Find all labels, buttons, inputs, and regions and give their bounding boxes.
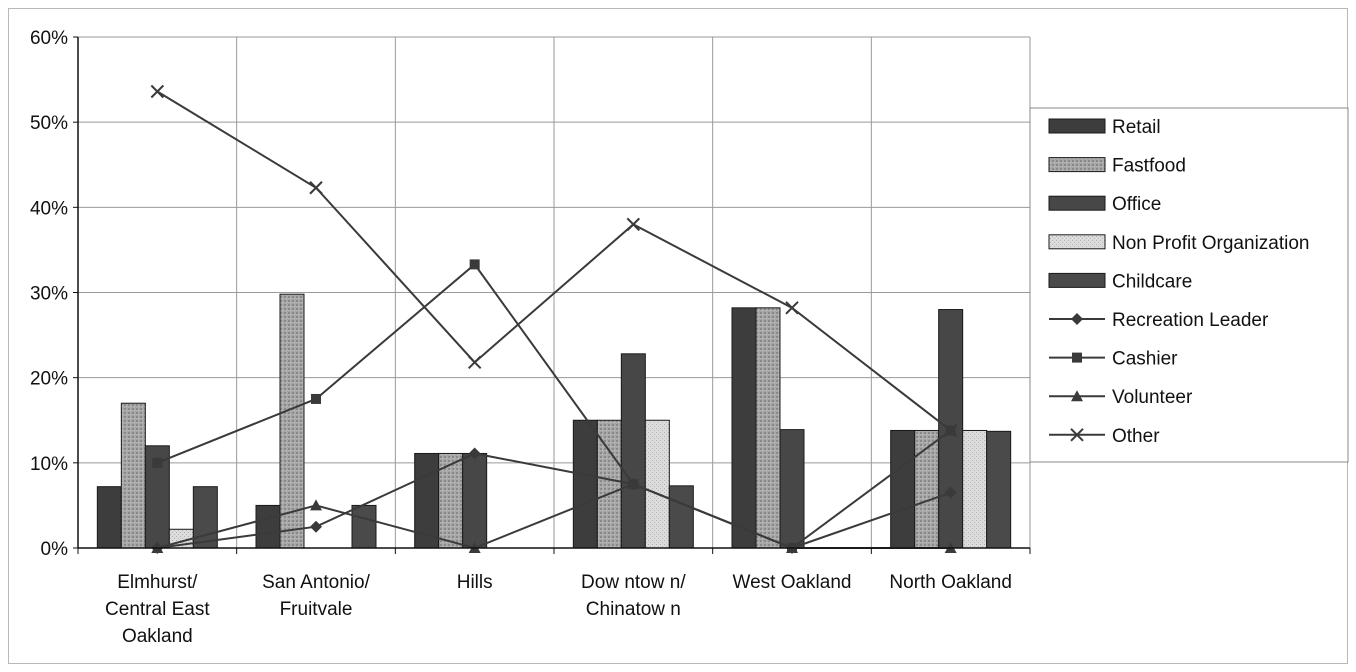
marker-x-stroke: [626, 217, 641, 232]
y-tick-label: 0%: [41, 539, 69, 560]
marker-triangle: [310, 499, 322, 511]
x-tick-label: San Antonio/Fruitvale: [262, 572, 370, 620]
series-line: [156, 262, 952, 550]
bar: [668, 485, 694, 549]
y-tick-label: 50%: [30, 113, 68, 134]
bar: [890, 429, 916, 549]
legend-label: Volunteer: [1112, 387, 1193, 408]
legend-label: Non Profit Organization: [1112, 233, 1310, 254]
y-tick-label: 20%: [30, 369, 68, 390]
marker-x-stroke: [150, 84, 165, 99]
legend-label: Recreation Leader: [1112, 310, 1269, 331]
bar: [351, 504, 377, 549]
y-tick-label: 10%: [30, 454, 68, 475]
bar: [120, 402, 146, 549]
legend-label: Cashier: [1112, 349, 1178, 370]
marker-triangle: [627, 478, 640, 490]
legend-swatch: [1048, 234, 1106, 250]
gridlines: [77, 36, 1031, 549]
series-line: [156, 90, 952, 432]
marker-diamond: [468, 447, 481, 460]
x-tick-label-line: West Oakland: [733, 572, 852, 593]
lines: [150, 84, 958, 554]
x-tick-label-line: North Oakland: [889, 572, 1012, 593]
axes: 0% 10% 20% 30% 40% 50% 60% Elmhurst/Central Eas…: [30, 28, 1031, 647]
x-tick-label-line: Central East: [105, 599, 210, 620]
legend-swatch: [1048, 118, 1106, 134]
bar: [596, 419, 622, 549]
x-tick-label-line: Dow ntow n/: [581, 572, 686, 593]
bar: [986, 430, 1012, 549]
marker-diamond: [1071, 313, 1083, 325]
marker-square: [311, 393, 321, 404]
bar: [962, 429, 988, 549]
marker-x: [467, 355, 482, 370]
legend-swatch: [1048, 272, 1106, 288]
marker-x-stroke: [943, 423, 958, 438]
bar: [620, 353, 646, 549]
y-tick-label: 30%: [30, 284, 68, 305]
legend-label: Other: [1112, 426, 1160, 447]
marker-x: [150, 84, 165, 99]
marker-diamond: [310, 520, 322, 533]
marker-x-stroke: [467, 355, 482, 370]
series-line: [157, 452, 951, 550]
bar: [755, 307, 781, 549]
y-tick-label: 60%: [30, 28, 68, 49]
x-tick-label-line: Hills: [457, 572, 493, 593]
x-tick-label-line: Chinatow n: [586, 599, 681, 620]
marker-triangle: [1071, 390, 1083, 402]
x-tick-label: North Oakland: [889, 572, 1012, 593]
marker-x-stroke: [1070, 428, 1084, 442]
legend-label: Fastfood: [1112, 156, 1186, 177]
legend-label: Retail: [1112, 117, 1161, 138]
bar: [462, 452, 488, 549]
x-tick-label: Elmhurst/Central East Oakland: [105, 572, 210, 647]
legend-label: Childcare: [1112, 271, 1192, 292]
x-tick-label: Dow ntow n/Chinatow n: [581, 572, 686, 620]
x-tick-label-line: Elmhurst/: [117, 572, 198, 593]
marker-x-stroke: [785, 301, 799, 315]
marker-square: [152, 457, 163, 468]
bar: [192, 486, 218, 549]
x-tick-label: West Oakland: [733, 572, 852, 593]
bar: [572, 419, 598, 549]
bar: [731, 307, 757, 549]
marker-square: [469, 259, 480, 270]
x-tick-label-line: Fruitvale: [280, 599, 353, 620]
legend-label: Office: [1112, 194, 1161, 215]
x-tick-label-line: Oakland: [122, 626, 193, 647]
marker-x: [785, 301, 799, 315]
x-tick-label-line: San Antonio/: [262, 572, 370, 593]
marker-square: [1072, 352, 1082, 363]
bar: [96, 486, 122, 549]
x-tick-label: Hills: [457, 572, 493, 593]
marker-x: [1070, 428, 1084, 442]
marker-x: [309, 181, 323, 195]
legend-swatch: [1048, 157, 1106, 173]
marker-x-stroke: [309, 181, 323, 195]
marker-x: [626, 217, 641, 232]
bar: [779, 429, 805, 549]
bar: [255, 504, 281, 549]
legend-swatch: [1048, 195, 1106, 211]
y-tick-label: 40%: [30, 198, 68, 219]
bar: [279, 293, 305, 549]
legend: Retail Fastfood Office Non Profit Organizat…: [1029, 107, 1349, 463]
marker-x: [943, 423, 958, 438]
marker-diamond: [944, 486, 957, 499]
bar: [644, 419, 670, 549]
